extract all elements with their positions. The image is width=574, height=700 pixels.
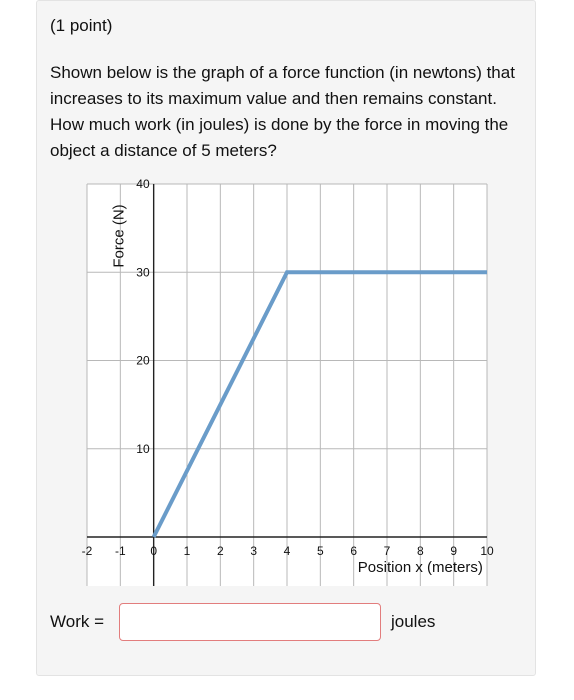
work-label: Work =	[50, 612, 105, 631]
work-input[interactable]	[119, 603, 381, 641]
problem-points: (1 point)	[50, 16, 113, 35]
answer-row: Work = joules	[50, 603, 470, 643]
joules-label: joules	[391, 612, 436, 631]
problem-question: Shown below is the graph of a force func…	[50, 63, 515, 160]
